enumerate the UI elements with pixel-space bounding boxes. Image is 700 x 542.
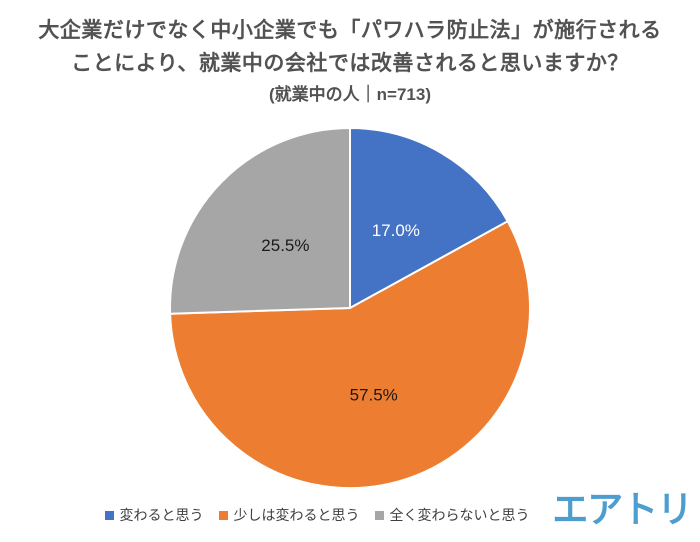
legend-swatch-icon	[374, 510, 384, 520]
legend-item-2: 少しは変わると思う	[218, 505, 360, 525]
pie-slice-label-1: 17.0%	[372, 221, 420, 240]
pie-slice-3	[169, 127, 351, 315]
legend: 変わると思う 少しは変わると思う 全く変わらないと思う	[0, 505, 700, 525]
pie-slice-label-2: 57.5%	[350, 385, 398, 404]
pie-slice-1	[349, 127, 509, 309]
pie-slice-2	[169, 220, 531, 490]
airtrip-logo: エアトリ	[552, 489, 693, 530]
legend-swatch-icon	[218, 510, 228, 520]
chart-title-line2: ことにより、就業中の会社では改善されると思いますか？	[71, 52, 629, 75]
legend-item-1: 変わると思う	[104, 505, 204, 525]
legend-item-3: 全く変わらないと思う	[374, 505, 530, 525]
chart-subtitle: (就業中の人｜n=713)	[269, 85, 431, 104]
legend-label: 少しは変わると思う	[233, 507, 360, 523]
legend-label: 全く変わらないと思う	[389, 507, 530, 523]
chart-title: 大企業だけでなく中小企業でも「パワハラ防止法」が施行される ことにより、就業中の…	[0, 14, 700, 110]
pie-slice-label-3: 25.5%	[261, 236, 309, 255]
legend-label: 変わると思う	[119, 507, 204, 523]
legend-swatch-icon	[104, 510, 114, 520]
chart-title-line1: 大企業だけでなく中小企業でも「パワハラ防止法」が施行される	[38, 19, 662, 42]
